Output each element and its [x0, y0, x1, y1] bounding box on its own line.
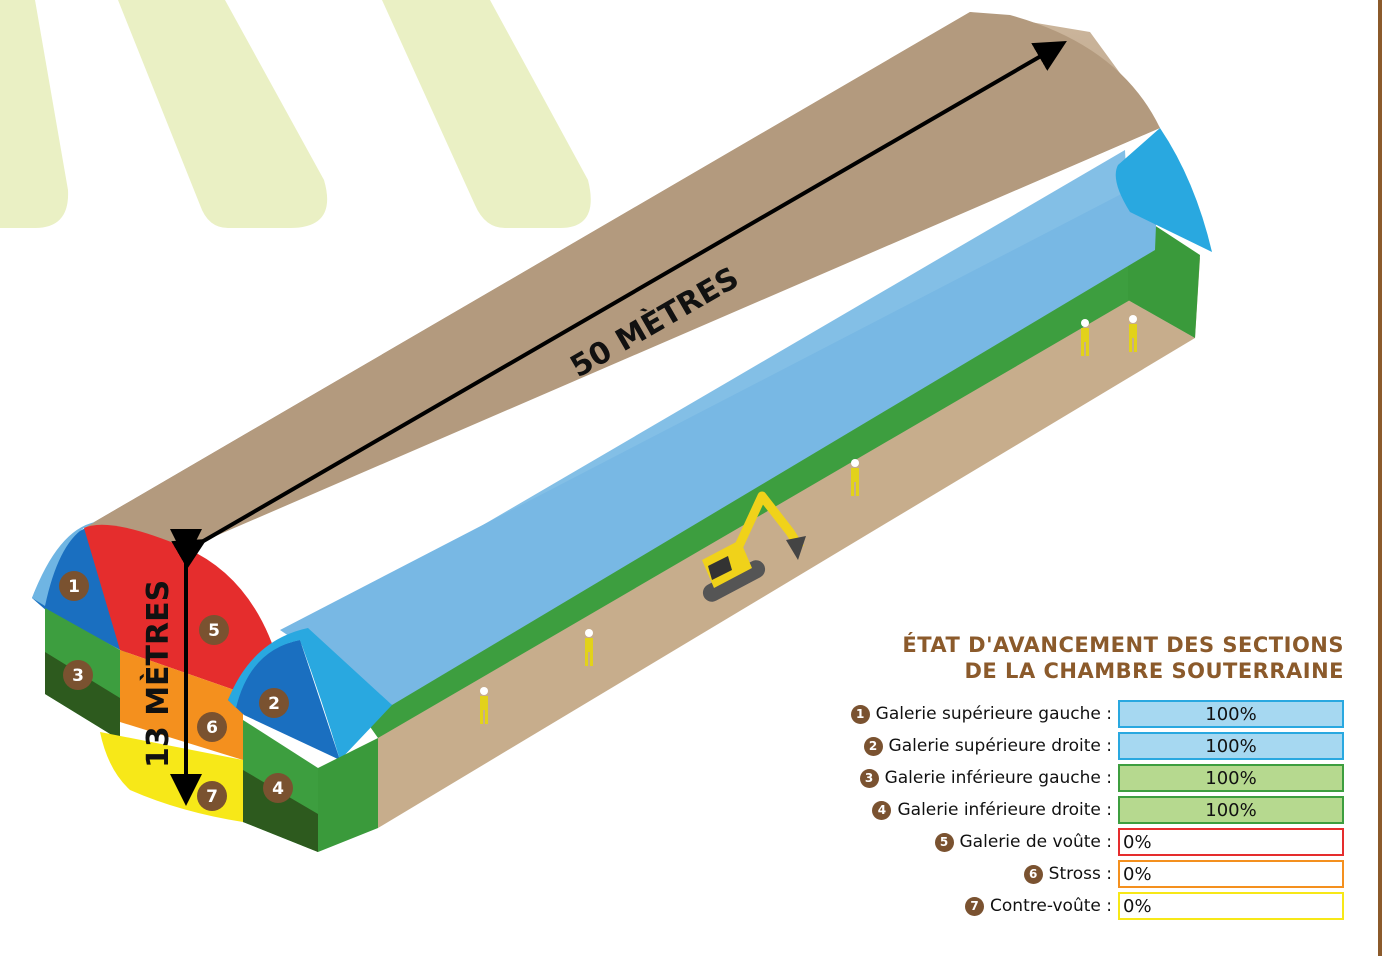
legend-row-label: 4 Galerie inférieure droite :: [872, 800, 1118, 820]
legend-row-progress-bar: 100%: [1118, 764, 1344, 792]
legend-row-number: 1: [850, 704, 870, 724]
legend-row-progress-value: 100%: [1205, 735, 1257, 757]
legend-row-progress-value: 0%: [1123, 863, 1152, 885]
section-1-top: [32, 522, 95, 606]
svg-text:5: 5: [208, 621, 220, 641]
worker-icon: [1129, 315, 1137, 352]
badge-2: 2: [259, 688, 289, 718]
background-stripe: [382, 0, 591, 228]
section-4-side: [318, 738, 378, 852]
legend-row-text: Galerie inférieure gauche :: [884, 768, 1112, 788]
far-end-cap: [1115, 128, 1212, 252]
legend-row-text: Galerie supérieure droite :: [888, 736, 1112, 756]
legend-row-number: 3: [859, 768, 879, 788]
svg-text:4: 4: [272, 779, 284, 799]
legend-title-line-1: ÉTAT D'AVANCEMENT DES SECTIONS: [902, 633, 1344, 657]
legend-row-progress-value: 0%: [1123, 831, 1152, 853]
legend-row-number: 5: [934, 832, 954, 852]
background-stripes: [0, 0, 591, 228]
legend-row-progress-value: 0%: [1123, 895, 1152, 917]
legend-row-progress-value: 100%: [1205, 799, 1257, 821]
legend-row-label: 2 Galerie supérieure droite :: [863, 736, 1118, 756]
badge-7: 7: [197, 781, 227, 811]
worker-icon: [585, 629, 593, 666]
svg-text:2: 2: [268, 694, 280, 714]
legend-row: 3 Galerie inférieure gauche : 100%: [760, 764, 1344, 792]
legend-row-progress-bar: 0%: [1118, 892, 1344, 920]
legend-row: 2 Galerie supérieure droite : 100%: [760, 732, 1344, 760]
background-stripe: [118, 0, 328, 228]
legend-row-progress-value: 100%: [1205, 703, 1257, 725]
progress-legend: ÉTAT D'AVANCEMENT DES SECTIONS DE LA CHA…: [760, 632, 1344, 924]
height-label: 13 MÈTRES: [140, 580, 176, 768]
section-2-top: [228, 628, 392, 760]
legend-row-label: 6 Stross :: [1023, 864, 1118, 884]
svg-text:3: 3: [72, 666, 84, 686]
legend-row: 6 Stross :0%: [760, 860, 1344, 888]
legend-row: 4 Galerie inférieure droite : 100%: [760, 796, 1344, 824]
background-stripe: [0, 0, 69, 228]
legend-row-progress-fill: [1120, 734, 1342, 758]
excavator-icon: [702, 491, 806, 602]
legend-row-label: 3 Galerie inférieure gauche :: [859, 768, 1118, 788]
length-arrow: [171, 40, 1067, 569]
legend-row-number: 6: [1023, 864, 1043, 884]
badge-4: 4: [263, 773, 293, 803]
legend-row-progress-fill: [1120, 766, 1342, 790]
legend-row-progress-bar: 0%: [1118, 828, 1344, 856]
section-4-inner: [243, 770, 318, 852]
legend-row-text: Stross :: [1048, 864, 1112, 884]
legend-row-text: Contre-voûte :: [990, 896, 1112, 916]
badge-3: 3: [63, 660, 93, 690]
legend-row-progress-fill: [1120, 702, 1342, 726]
legend-row: 5 Galerie de voûte :0%: [760, 828, 1344, 856]
page-edge-rule: [1378, 0, 1382, 956]
badge-1: 1: [59, 571, 89, 601]
worker-icon: [851, 459, 859, 496]
legend-row-label: 7 Contre-voûte :: [965, 896, 1118, 916]
legend-row-progress-bar: 100%: [1118, 732, 1344, 760]
svg-text:1: 1: [68, 577, 80, 597]
worker-icon: [480, 687, 488, 724]
legend-row: 1 Galerie supérieure gauche : 100%: [760, 700, 1344, 728]
legend-row-number: 4: [872, 800, 892, 820]
legend-row-progress-fill: [1120, 798, 1342, 822]
badge-6: 6: [197, 712, 227, 742]
legend-rows: 1 Galerie supérieure gauche :100% 2 Galerie…: [760, 700, 1344, 920]
legend-row-label: 5 Galerie de voûte :: [934, 832, 1119, 852]
legend-row-progress-bar: 0%: [1118, 860, 1344, 888]
legend-row-text: Galerie inférieure droite :: [897, 800, 1112, 820]
legend-row-number: 7: [965, 896, 985, 916]
worker-icon: [1081, 319, 1089, 356]
svg-text:6: 6: [206, 718, 218, 738]
legend-row-label: 1 Galerie supérieure gauche :: [850, 704, 1118, 724]
svg-text:7: 7: [206, 787, 218, 807]
legend-row-progress-bar: 100%: [1118, 796, 1344, 824]
legend-row-number: 2: [863, 736, 883, 756]
legend-row-text: Galerie de voûte :: [959, 832, 1113, 852]
badge-5: 5: [199, 615, 229, 645]
legend-row: 7 Contre-voûte :0%: [760, 892, 1344, 920]
legend-row-progress-value: 100%: [1205, 767, 1257, 789]
legend-row-text: Galerie supérieure gauche :: [875, 704, 1112, 724]
legend-title-line-2: DE LA CHAMBRE SOUTERRAINE: [964, 659, 1344, 683]
legend-title: ÉTAT D'AVANCEMENT DES SECTIONS DE LA CHA…: [760, 632, 1344, 684]
legend-row-progress-bar: 100%: [1118, 700, 1344, 728]
